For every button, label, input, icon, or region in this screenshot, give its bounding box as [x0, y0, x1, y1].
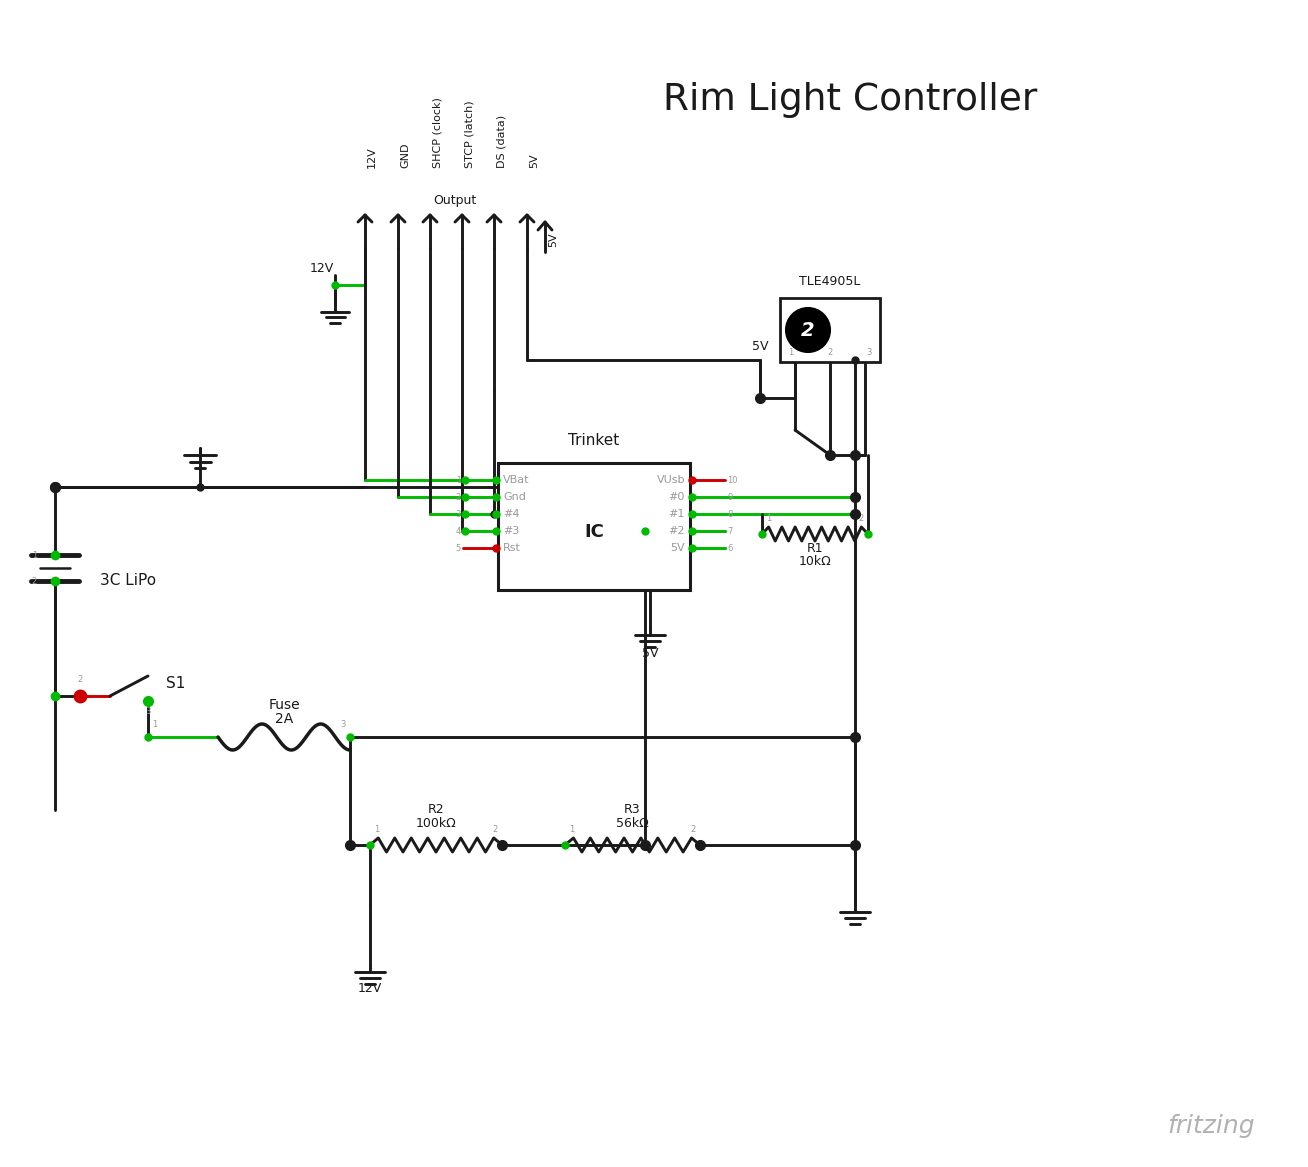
Circle shape: [786, 308, 831, 352]
Text: 12V: 12V: [358, 981, 382, 995]
Text: 8: 8: [727, 510, 732, 518]
Bar: [780, 298, 880, 362]
Text: 1: 1: [152, 720, 157, 729]
Text: Fuse: Fuse: [268, 698, 300, 712]
Text: R2: R2: [428, 803, 445, 816]
Text: TLE4905L: TLE4905L: [799, 275, 861, 288]
Text: 2: 2: [31, 576, 37, 586]
Text: 1: 1: [569, 825, 574, 834]
Text: 2: 2: [859, 513, 865, 523]
Text: Trinket: Trinket: [569, 433, 620, 448]
Text: 9: 9: [727, 492, 732, 502]
Text: 4: 4: [455, 526, 460, 536]
Text: STCP (latch): STCP (latch): [464, 100, 473, 168]
Text: 6: 6: [727, 544, 732, 552]
Text: 5V: 5V: [752, 340, 768, 352]
Text: 100kΩ: 100kΩ: [416, 817, 456, 830]
Text: VBat: VBat: [504, 475, 530, 485]
Text: 3C LiPo: 3C LiPo: [99, 573, 156, 587]
Text: 10: 10: [727, 475, 738, 484]
Text: 2: 2: [455, 492, 460, 502]
Text: #1: #1: [668, 509, 685, 519]
Text: 3: 3: [455, 510, 460, 518]
Text: #4: #4: [504, 509, 519, 519]
Text: 5V: 5V: [671, 543, 685, 553]
Text: 2: 2: [493, 825, 498, 834]
Text: GND: GND: [400, 142, 409, 168]
Text: VUsb: VUsb: [657, 475, 685, 485]
Text: SHCP (clock): SHCP (clock): [432, 97, 442, 168]
Text: 5V: 5V: [642, 647, 658, 659]
Text: 2: 2: [77, 675, 82, 684]
Text: 5V: 5V: [528, 153, 539, 168]
Bar: [498, 463, 691, 591]
Text: 10kΩ: 10kΩ: [799, 555, 832, 568]
Text: 1: 1: [455, 475, 460, 484]
Text: 3: 3: [340, 720, 347, 729]
Text: 1: 1: [374, 825, 379, 834]
Text: 2: 2: [828, 348, 833, 357]
Text: 1: 1: [787, 348, 793, 357]
Text: 3: 3: [867, 348, 872, 357]
Text: 5: 5: [455, 544, 460, 552]
Text: S1: S1: [166, 676, 186, 691]
Text: DS (data): DS (data): [496, 114, 506, 168]
Text: 1: 1: [766, 513, 772, 523]
Text: 12V: 12V: [310, 261, 334, 274]
Text: 5V: 5V: [548, 232, 559, 247]
Text: 7: 7: [727, 526, 732, 536]
Text: 2A: 2A: [275, 712, 293, 726]
Text: R1: R1: [807, 541, 823, 555]
Text: 3: 3: [145, 707, 150, 717]
Text: fritzing: fritzing: [1167, 1114, 1254, 1138]
Text: IC: IC: [585, 523, 604, 540]
Text: Rst: Rst: [504, 543, 521, 553]
Circle shape: [787, 310, 828, 350]
Text: 1: 1: [31, 551, 37, 559]
Text: Gnd: Gnd: [504, 492, 526, 502]
Text: Output: Output: [433, 194, 476, 207]
Text: #2: #2: [668, 526, 685, 536]
Text: #0: #0: [668, 492, 685, 502]
Text: 12V: 12V: [368, 146, 377, 168]
Text: 2: 2: [691, 825, 696, 834]
Text: #3: #3: [504, 526, 519, 536]
Text: R3: R3: [624, 803, 641, 816]
Text: Rim Light Controller: Rim Light Controller: [663, 82, 1037, 118]
Text: 56kΩ: 56kΩ: [616, 817, 649, 830]
Text: 2: 2: [802, 321, 815, 340]
